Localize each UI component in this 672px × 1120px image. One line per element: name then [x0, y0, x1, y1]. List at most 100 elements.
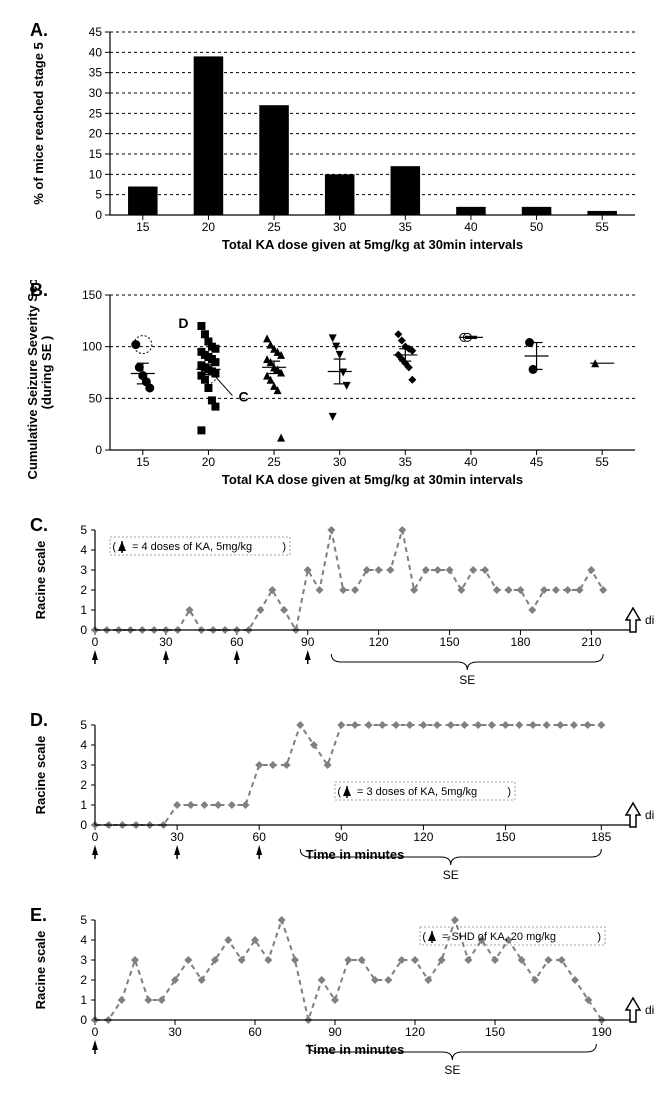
- svg-text:0: 0: [92, 1025, 99, 1039]
- svg-text:% of mice reached stage 5: % of mice reached stage 5: [31, 42, 46, 205]
- svg-text:60: 60: [253, 830, 267, 844]
- svg-text:0: 0: [80, 1013, 87, 1027]
- svg-text:(: (: [337, 786, 341, 798]
- svg-text:3: 3: [80, 953, 87, 967]
- panel-c: C. 0123450306090120150180210Racine scale…: [15, 515, 657, 685]
- svg-text:0: 0: [95, 443, 102, 457]
- panel-a-label: A.: [30, 20, 48, 41]
- panel-d-label: D.: [30, 710, 48, 731]
- svg-text:5: 5: [95, 188, 102, 202]
- svg-text:): ): [282, 541, 286, 553]
- panel-a: A. 0510152025303540451520253035405055% o…: [15, 20, 657, 255]
- svg-text:45: 45: [530, 455, 544, 469]
- svg-text:30: 30: [333, 220, 347, 234]
- svg-text:90: 90: [301, 635, 315, 649]
- svg-text:3: 3: [80, 563, 87, 577]
- svg-text:diazepam: diazepam: [645, 808, 655, 822]
- svg-text:Total KA dose given at 5mg/kg: Total KA dose given at 5mg/kg at 30min i…: [222, 237, 523, 252]
- svg-text:150: 150: [440, 635, 460, 649]
- svg-text:Racine scale: Racine scale: [33, 541, 48, 620]
- svg-text:25: 25: [267, 220, 281, 234]
- svg-text:90: 90: [335, 830, 349, 844]
- svg-text:35: 35: [399, 220, 413, 234]
- svg-text:4: 4: [80, 738, 87, 752]
- panel-c-label: C.: [30, 515, 48, 536]
- svg-text:= 4 doses of KA, 5mg/kg: = 4 doses of KA, 5mg/kg: [132, 541, 252, 553]
- panel-d-chart: 0123450306090120150185Racine scaleTime i…: [15, 710, 655, 880]
- svg-text:45: 45: [89, 25, 103, 39]
- panel-a-chart: 0510152025303540451520253035405055% of m…: [15, 20, 655, 255]
- svg-text:): ): [597, 931, 601, 943]
- svg-text:0: 0: [95, 208, 102, 222]
- svg-text:185: 185: [591, 830, 611, 844]
- svg-text:40: 40: [89, 45, 103, 59]
- svg-text:50: 50: [530, 220, 544, 234]
- svg-text:5: 5: [80, 718, 87, 732]
- svg-text:5: 5: [80, 523, 87, 537]
- svg-text:30: 30: [168, 1025, 182, 1039]
- svg-text:60: 60: [248, 1025, 262, 1039]
- svg-text:150: 150: [82, 288, 102, 302]
- panel-e-label: E.: [30, 905, 47, 926]
- svg-text:3: 3: [80, 758, 87, 772]
- svg-text:(: (: [112, 541, 116, 553]
- svg-text:120: 120: [405, 1025, 425, 1039]
- svg-text:SE: SE: [443, 868, 459, 880]
- svg-text:5: 5: [80, 913, 87, 927]
- svg-text:(: (: [422, 931, 426, 943]
- svg-text:120: 120: [413, 830, 433, 844]
- svg-text:Racine scale: Racine scale: [33, 736, 48, 815]
- svg-text:20: 20: [202, 220, 216, 234]
- svg-text:15: 15: [89, 147, 103, 161]
- svg-text:25: 25: [89, 106, 103, 120]
- panel-b: B. 050100150DC1520253035404555Cumulative…: [15, 280, 657, 490]
- svg-text:60: 60: [230, 635, 244, 649]
- svg-text:1: 1: [80, 993, 87, 1007]
- panel-d: D. 0123450306090120150185Racine scaleTim…: [15, 710, 657, 880]
- panel-e-chart: 0123450306090120150190Racine scaleTime i…: [15, 905, 655, 1080]
- svg-text:SE: SE: [444, 1063, 460, 1077]
- svg-text:30: 30: [333, 455, 347, 469]
- svg-text:100: 100: [82, 340, 102, 354]
- svg-text:35: 35: [399, 455, 413, 469]
- svg-text:C: C: [238, 389, 248, 405]
- panel-c-chart: 0123450306090120150180210Racine scale= 4…: [15, 515, 655, 685]
- svg-text:15: 15: [136, 455, 150, 469]
- svg-text:180: 180: [510, 635, 530, 649]
- svg-text:35: 35: [89, 66, 103, 80]
- svg-text:2: 2: [80, 583, 87, 597]
- svg-text:30: 30: [89, 86, 103, 100]
- svg-text:190: 190: [592, 1025, 612, 1039]
- svg-text:diazepam: diazepam: [645, 1003, 655, 1017]
- svg-text:30: 30: [170, 830, 184, 844]
- svg-text:120: 120: [369, 635, 389, 649]
- svg-text:Racine scale: Racine scale: [33, 931, 48, 1010]
- svg-text:0: 0: [92, 830, 99, 844]
- svg-text:40: 40: [464, 220, 478, 234]
- svg-text:2: 2: [80, 973, 87, 987]
- svg-text:SE: SE: [459, 673, 475, 685]
- svg-text:= SHD of KA, 20 mg/kg: = SHD of KA, 20 mg/kg: [442, 931, 556, 943]
- svg-text:4: 4: [80, 543, 87, 557]
- svg-text:0: 0: [80, 818, 87, 832]
- panel-b-chart: 050100150DC1520253035404555Cumulative Se…: [15, 280, 655, 490]
- svg-text:90: 90: [328, 1025, 342, 1039]
- svg-text:210: 210: [581, 635, 601, 649]
- svg-text:50: 50: [89, 391, 103, 405]
- svg-text:0: 0: [80, 623, 87, 637]
- svg-text:(during SE ): (during SE ): [39, 336, 54, 410]
- svg-text:25: 25: [267, 455, 281, 469]
- svg-text:): ): [507, 786, 511, 798]
- panel-e: E. 0123450306090120150190Racine scaleTim…: [15, 905, 657, 1080]
- svg-text:40: 40: [464, 455, 478, 469]
- svg-text:0: 0: [92, 635, 99, 649]
- svg-text:15: 15: [136, 220, 150, 234]
- panel-b-label: B.: [30, 280, 48, 301]
- svg-text:20: 20: [89, 127, 103, 141]
- svg-text:30: 30: [159, 635, 173, 649]
- svg-text:diazepam: diazepam: [645, 613, 655, 627]
- svg-text:= 3 doses of KA, 5mg/kg: = 3 doses of KA, 5mg/kg: [357, 786, 477, 798]
- svg-text:1: 1: [80, 798, 87, 812]
- svg-text:55: 55: [596, 455, 610, 469]
- svg-text:20: 20: [202, 455, 216, 469]
